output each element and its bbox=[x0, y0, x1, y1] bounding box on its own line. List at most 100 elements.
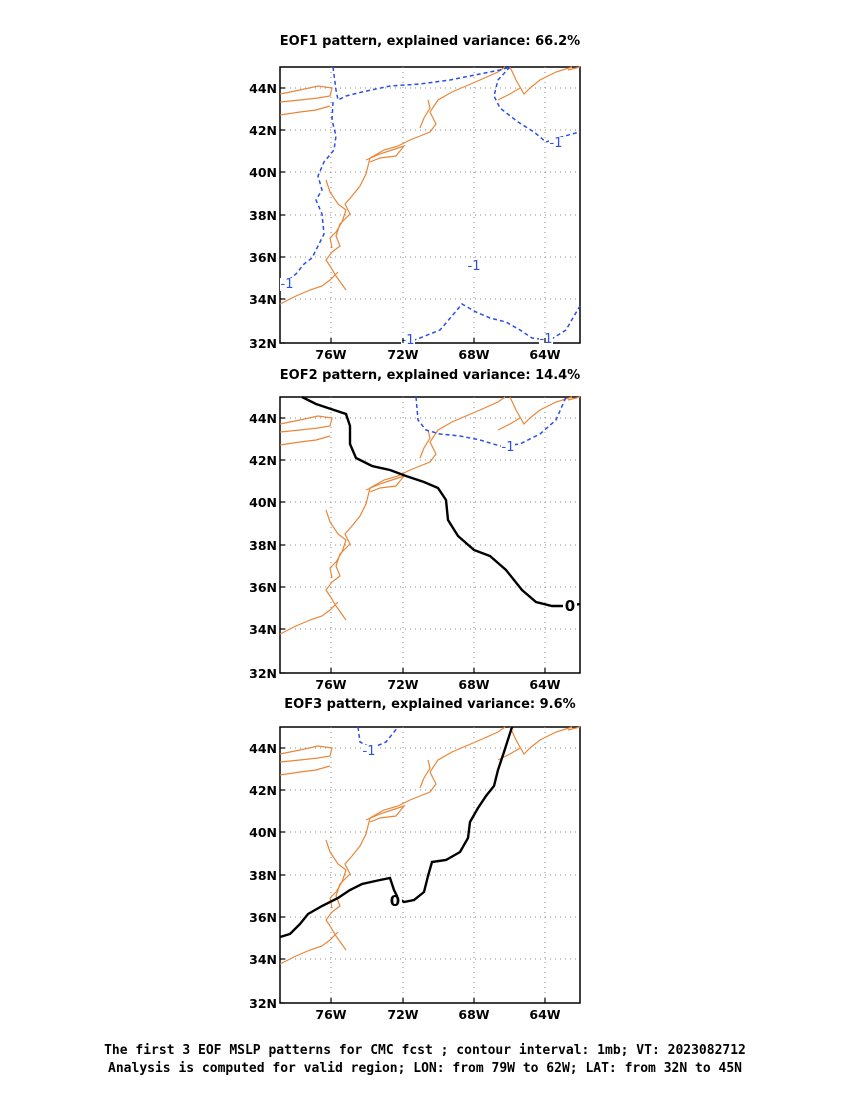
lat-tick-label: 38N bbox=[249, 538, 277, 553]
coastline bbox=[365, 474, 406, 493]
coastline bbox=[279, 745, 333, 763]
contour-label-bg bbox=[539, 333, 553, 346]
zero-contour-line bbox=[279, 726, 514, 939]
contour-label-bg bbox=[467, 260, 481, 273]
coastline bbox=[279, 105, 331, 116]
lat-tick-label: 36N bbox=[249, 580, 277, 595]
contour-label: -1 bbox=[402, 333, 415, 348]
coastline bbox=[509, 396, 573, 425]
panel-1-layers: -1 -1 -1 -1 -1 44N 42N 40N 38N 36N 34N 32N 76W 72W 68W… bbox=[249, 66, 581, 362]
coastline bbox=[419, 429, 431, 459]
lat-tick-label: 42N bbox=[249, 453, 277, 468]
coastline bbox=[365, 804, 406, 823]
panel-2-title: EOF2 pattern, explained variance: 14.4% bbox=[279, 368, 581, 383]
lon-tick-label: 68W bbox=[458, 1007, 489, 1022]
coastline bbox=[567, 66, 581, 71]
negative-contour-line bbox=[279, 101, 337, 285]
contour-label: -1 bbox=[502, 440, 515, 455]
lon-tick-label: 64W bbox=[529, 677, 560, 692]
coastline bbox=[365, 144, 406, 163]
contour-label-bg bbox=[280, 278, 294, 291]
coastline bbox=[497, 87, 521, 101]
coastline bbox=[325, 179, 347, 249]
lat-tick-label: 42N bbox=[249, 123, 277, 138]
contour-label: -1 bbox=[540, 332, 553, 347]
coastline bbox=[279, 601, 339, 635]
panel-1-title: EOF1 pattern, explained variance: 66.2% bbox=[279, 34, 581, 49]
lat-tick-label: 40N bbox=[249, 825, 277, 840]
lon-tick-label: 72W bbox=[387, 347, 418, 362]
lon-tick-label: 68W bbox=[458, 347, 489, 362]
lat-tick-label: 32N bbox=[249, 996, 277, 1011]
contour-label-bg bbox=[388, 896, 402, 909]
coastline bbox=[279, 415, 333, 433]
negative-contour-line bbox=[415, 396, 567, 447]
panel-1-frame bbox=[279, 66, 581, 344]
lon-tick-label: 76W bbox=[315, 347, 346, 362]
lat-tick-label: 44N bbox=[249, 81, 277, 96]
coastline bbox=[509, 726, 573, 755]
lon-tick-label: 72W bbox=[387, 1007, 418, 1022]
coastline bbox=[279, 271, 339, 305]
panel-3-title: EOF3 pattern, explained variance: 9.6% bbox=[284, 697, 576, 712]
contour-label: -1 bbox=[468, 259, 481, 274]
contour-label-bg bbox=[501, 441, 515, 454]
lat-tick-label: 32N bbox=[249, 336, 277, 351]
coastline bbox=[279, 931, 339, 965]
negative-contour-line bbox=[332, 66, 511, 102]
negative-contour-line bbox=[493, 66, 581, 143]
coastline bbox=[279, 765, 331, 776]
panel-3-layers: -1 0 44N 42N 40N 38N 36N 34N 32N 76W 72W 68W 64W bbox=[249, 726, 581, 1022]
contour-label-bg bbox=[401, 334, 415, 347]
lon-tick-label: 72W bbox=[387, 677, 418, 692]
lat-tick-label: 36N bbox=[249, 910, 277, 925]
contour-label-bg bbox=[549, 137, 563, 150]
lon-tick-label: 64W bbox=[529, 1007, 560, 1022]
coastline bbox=[325, 509, 347, 579]
panel-2-layers: -1 0 44N 42N 40N 38N 36N 34N 32N 76W 72W 68W 64W bbox=[249, 395, 581, 692]
negative-contour-line bbox=[405, 303, 581, 344]
lat-tick-label: 42N bbox=[249, 783, 277, 798]
panel-3-frame bbox=[279, 726, 581, 1004]
lat-tick-label: 40N bbox=[249, 495, 277, 510]
lon-tick-label: 64W bbox=[529, 347, 560, 362]
footer-line-2: Analysis is computed for valid region; L… bbox=[108, 1061, 742, 1076]
lat-tick-label: 38N bbox=[249, 208, 277, 223]
panel-1 bbox=[279, 66, 581, 344]
coastline bbox=[509, 66, 573, 95]
lat-tick-label: 34N bbox=[249, 622, 277, 637]
lat-tick-label: 32N bbox=[249, 666, 277, 681]
contour-label-bg bbox=[362, 745, 376, 758]
lon-tick-label: 68W bbox=[458, 677, 489, 692]
lat-tick-label: 44N bbox=[249, 741, 277, 756]
contour-label: 0 bbox=[565, 597, 575, 615]
contour-label: 0 bbox=[390, 892, 400, 910]
negative-contour-line bbox=[357, 726, 399, 749]
panel-2-frame bbox=[279, 396, 581, 674]
coastline bbox=[279, 435, 331, 446]
lat-tick-label: 36N bbox=[249, 250, 277, 265]
coastline bbox=[279, 85, 333, 103]
contour-label: -1 bbox=[281, 277, 294, 292]
lat-tick-label: 34N bbox=[249, 952, 277, 967]
coastline bbox=[567, 726, 581, 731]
lat-tick-label: 40N bbox=[249, 165, 277, 180]
footer-line-1: The first 3 EOF MSLP patterns for CMC fc… bbox=[104, 1043, 746, 1058]
contour-label: -1 bbox=[363, 744, 376, 759]
lat-tick-label: 44N bbox=[249, 411, 277, 426]
lat-tick-label: 34N bbox=[249, 292, 277, 307]
contour-label: -1 bbox=[550, 136, 563, 151]
panel-2 bbox=[279, 396, 581, 674]
contour-label-bg bbox=[563, 601, 577, 614]
panel-3 bbox=[279, 726, 581, 1004]
lon-tick-label: 76W bbox=[315, 677, 346, 692]
eof-maps: -1 -1 -1 -1 -1 44N 42N 40N 38N 36N 34N 32N 76W 72W 68W… bbox=[249, 66, 581, 1022]
coastline bbox=[325, 839, 347, 909]
lat-tick-label: 38N bbox=[249, 868, 277, 883]
zero-contour-line bbox=[301, 395, 581, 608]
coastline bbox=[419, 759, 431, 789]
coastline bbox=[419, 99, 431, 129]
coastline bbox=[497, 417, 521, 431]
lon-tick-label: 76W bbox=[315, 1007, 346, 1022]
coastline bbox=[567, 396, 581, 401]
